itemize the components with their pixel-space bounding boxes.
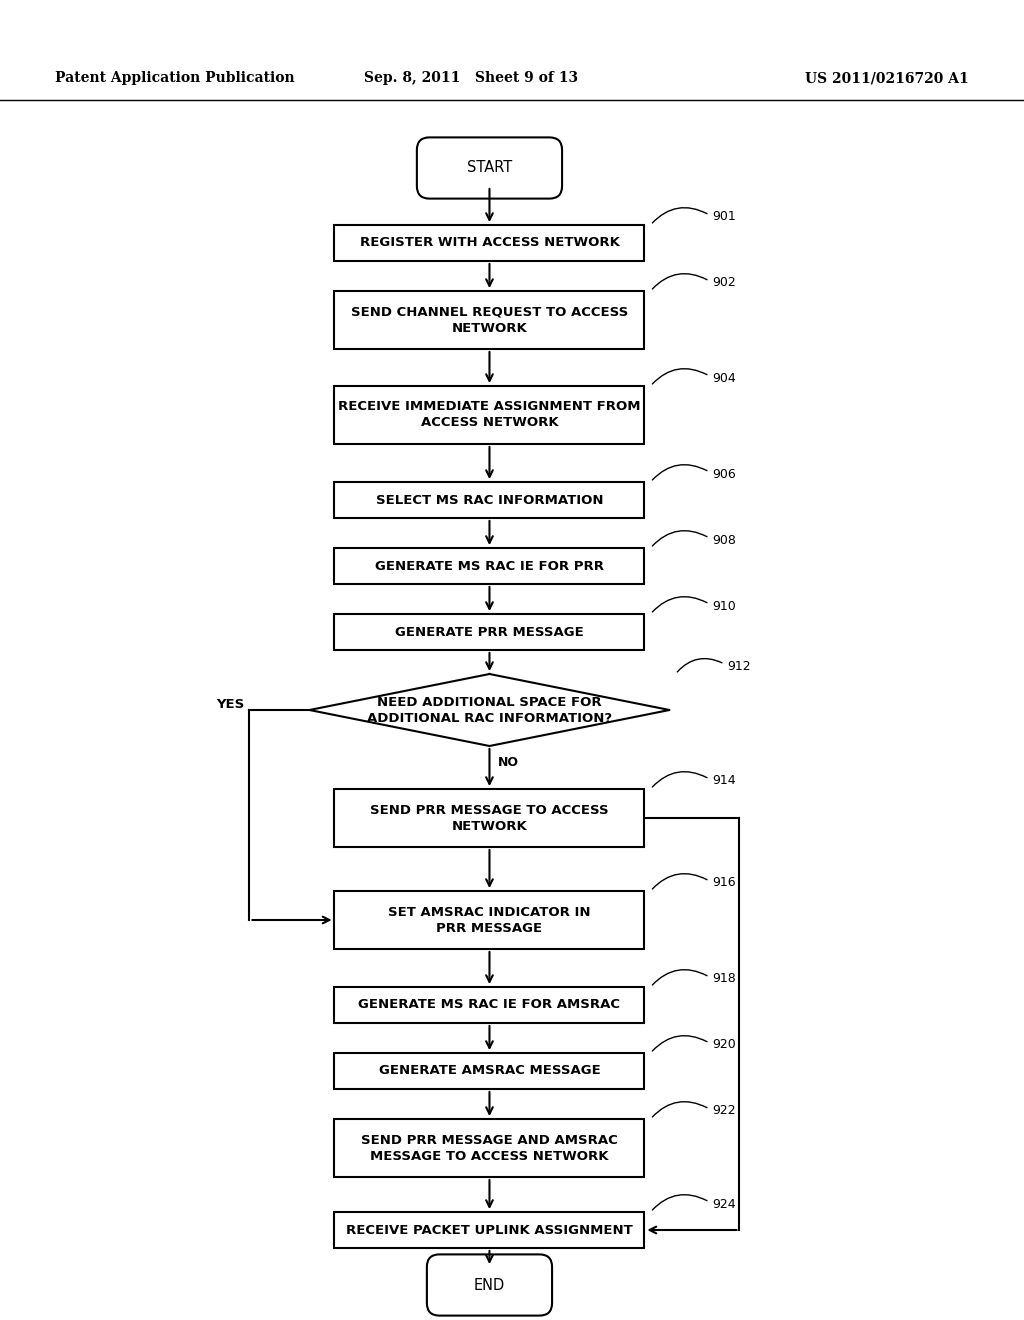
Text: NEED ADDITIONAL SPACE FOR
ADDITIONAL RAC INFORMATION?: NEED ADDITIONAL SPACE FOR ADDITIONAL RAC… [367,696,612,725]
Polygon shape [309,675,670,746]
Text: GENERATE AMSRAC MESSAGE: GENERATE AMSRAC MESSAGE [379,1064,600,1077]
Text: 924: 924 [713,1197,736,1210]
Text: GENERATE MS RAC IE FOR PRR: GENERATE MS RAC IE FOR PRR [375,560,604,573]
Text: 920: 920 [713,1039,736,1052]
FancyBboxPatch shape [427,1254,552,1316]
Text: 908: 908 [713,533,736,546]
Bar [335,614,644,649]
Text: 914: 914 [713,775,736,788]
Text: SELECT MS RAC INFORMATION: SELECT MS RAC INFORMATION [376,494,603,507]
Bar [335,385,644,444]
Text: SET AMSRAC INDICATOR IN
PRR MESSAGE: SET AMSRAC INDICATOR IN PRR MESSAGE [388,906,591,935]
Text: GENERATE MS RAC IE FOR AMSRAC: GENERATE MS RAC IE FOR AMSRAC [358,998,621,1011]
Text: 901: 901 [713,210,736,223]
Text: SEND PRR MESSAGE AND AMSRAC
MESSAGE TO ACCESS NETWORK: SEND PRR MESSAGE AND AMSRAC MESSAGE TO A… [361,1134,617,1163]
Text: 910: 910 [713,599,736,612]
Text: 902: 902 [713,276,736,289]
Text: 912: 912 [727,660,751,672]
Text: START: START [467,161,512,176]
FancyBboxPatch shape [417,137,562,198]
Text: GENERATE PRR MESSAGE: GENERATE PRR MESSAGE [395,626,584,639]
Bar [335,987,644,1023]
Text: SEND PRR MESSAGE TO ACCESS
NETWORK: SEND PRR MESSAGE TO ACCESS NETWORK [370,804,609,833]
Bar [335,789,644,847]
Text: 906: 906 [713,467,736,480]
Bar [335,1119,644,1177]
Bar [335,548,644,583]
Text: NO: NO [498,755,518,768]
Bar [335,1212,644,1247]
Text: RECEIVE PACKET UPLINK ASSIGNMENT: RECEIVE PACKET UPLINK ASSIGNMENT [346,1224,633,1237]
Bar [335,290,644,348]
Bar [335,482,644,517]
Text: 916: 916 [713,876,736,890]
Text: 922: 922 [713,1105,736,1118]
Text: 918: 918 [713,973,736,986]
Text: US 2011/0216720 A1: US 2011/0216720 A1 [805,71,969,84]
Text: REGISTER WITH ACCESS NETWORK: REGISTER WITH ACCESS NETWORK [359,236,620,249]
Bar [335,891,644,949]
Text: 904: 904 [713,371,736,384]
Text: Patent Application Publication: Patent Application Publication [55,71,295,84]
Bar [335,1053,644,1089]
Text: SEND CHANNEL REQUEST TO ACCESS
NETWORK: SEND CHANNEL REQUEST TO ACCESS NETWORK [351,305,628,334]
Bar [335,224,644,261]
Text: YES: YES [216,698,245,711]
Text: Sep. 8, 2011   Sheet 9 of 13: Sep. 8, 2011 Sheet 9 of 13 [364,71,579,84]
Text: RECEIVE IMMEDIATE ASSIGNMENT FROM
ACCESS NETWORK: RECEIVE IMMEDIATE ASSIGNMENT FROM ACCESS… [338,400,641,429]
Text: END: END [474,1278,505,1292]
